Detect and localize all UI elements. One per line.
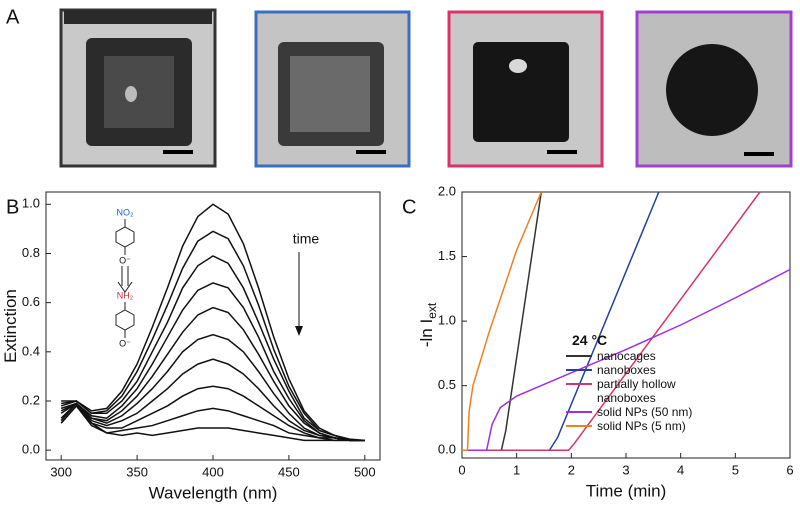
panel-label: A	[6, 6, 20, 28]
x-tick-label: 450	[278, 464, 300, 479]
x-tick-label: 4	[677, 462, 684, 477]
legend-swatch	[566, 369, 592, 371]
data-line	[60, 404, 365, 442]
x-tick-label: 5	[732, 462, 739, 477]
y-tick-label: 0.8	[22, 245, 40, 260]
y-axis-label-main: -ln I	[417, 319, 436, 347]
legend-label: nanoboxes	[597, 363, 656, 377]
data-line	[60, 255, 365, 442]
legend-label: solid NPs (5 nm)	[597, 419, 686, 433]
legend-item: solid NPs (50 nm)	[566, 405, 694, 419]
legend-swatch	[566, 383, 592, 385]
data-line	[60, 385, 365, 442]
x-tick-label: 500	[354, 464, 376, 479]
tem-image	[254, 10, 411, 168]
legend-swatch	[566, 355, 592, 357]
y-tick-label: 0.4	[22, 343, 40, 358]
tem-image	[447, 10, 604, 168]
y-tick-label: 0.0	[438, 442, 456, 457]
x-tick-label: 300	[50, 464, 72, 479]
data-line	[61, 203, 365, 442]
data-line	[462, 268, 791, 451]
x-tick-label: 350	[126, 464, 148, 479]
y-tick-label: 1.0	[22, 196, 40, 211]
y-tick-label: 0.5	[438, 377, 456, 392]
tem-image	[59, 8, 217, 168]
y-axis-label: Extinction	[1, 289, 20, 363]
tem-image	[635, 10, 793, 168]
y-tick-label: 2.0	[438, 183, 456, 198]
data-line	[60, 306, 365, 442]
x-tick-label: 400	[202, 464, 224, 479]
y-tick-label: 0.0	[22, 442, 40, 457]
data-line	[61, 230, 365, 442]
y-axis-label-main: Extinction	[1, 289, 20, 363]
structure	[115, 219, 135, 338]
legend-swatch	[566, 411, 592, 413]
x-axis-label: Time (min)	[586, 481, 667, 500]
legend-title: 24 °C	[572, 332, 608, 348]
y-tick-label: 0.6	[22, 294, 40, 309]
arrow-head	[295, 326, 303, 336]
legend: 24 °C nanocages nanoboxes partially hollow …	[566, 333, 694, 433]
legend-label: nanocages	[597, 349, 656, 363]
data-line	[60, 358, 365, 442]
legend-item: nanocages	[566, 349, 694, 363]
x-tick-label: 0	[458, 462, 465, 477]
annotation: NO₂	[117, 207, 135, 217]
y-axis-label-sub: ext	[425, 302, 439, 319]
data-line	[60, 282, 365, 442]
panel-label: B	[6, 196, 19, 218]
y-tick-label: 0.2	[22, 392, 40, 407]
legend-item: partially hollow nanoboxes	[566, 377, 694, 405]
x-tick-label: 3	[622, 462, 629, 477]
data-line	[60, 404, 365, 442]
data-line	[462, 191, 542, 451]
x-tick-label: 2	[568, 462, 575, 477]
annotation: NH₂	[117, 290, 134, 300]
legend-swatch	[566, 425, 592, 427]
x-tick-label: 1	[513, 462, 520, 477]
y-axis-label: -ln Iext	[417, 302, 439, 347]
data-line	[60, 333, 365, 442]
legend-label: solid NPs (50 nm)	[597, 405, 693, 419]
legend-item: solid NPs (5 nm)	[566, 419, 694, 433]
data-line	[462, 191, 543, 451]
x-axis-label: Wavelength (nm)	[149, 483, 278, 502]
legend-item: nanoboxes	[566, 363, 694, 377]
x-tick-label: 6	[786, 462, 793, 477]
y-tick-label: 1.5	[438, 248, 456, 263]
data-line	[462, 191, 761, 451]
legend-label: partially hollow nanoboxes	[597, 377, 676, 405]
panel-label: C	[402, 196, 416, 218]
annotation: time	[293, 231, 320, 247]
annotation: O⁻	[119, 338, 131, 348]
y-tick-label: 1.0	[438, 313, 456, 328]
annotation: O⁻	[119, 255, 131, 265]
